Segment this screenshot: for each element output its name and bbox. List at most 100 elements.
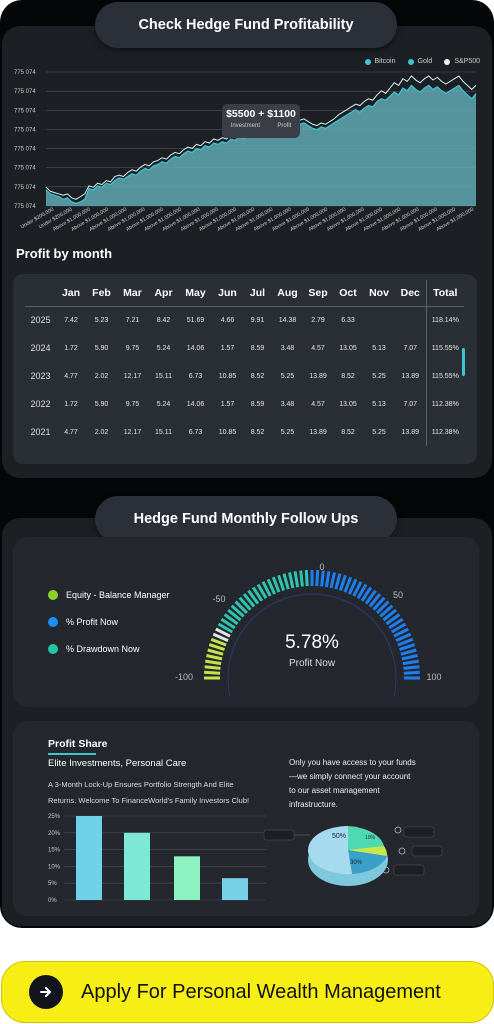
- gauge-tick: [400, 648, 417, 656]
- month-cell: 4.77: [64, 372, 78, 380]
- gauge-value: 5.78%: [285, 632, 339, 653]
- month-cell: 13.89: [401, 372, 420, 380]
- pie-chart-illustration: 50% 30% 10%: [263, 826, 443, 886]
- gauge-scale-label: 100: [426, 672, 441, 682]
- gauge-tick: [403, 670, 420, 675]
- year-cell: 2024: [30, 343, 51, 353]
- profit-share-title: Profit Share: [48, 738, 108, 750]
- gauge-tick: [271, 576, 281, 593]
- column-header: Dec: [395, 280, 426, 307]
- month-cell: 15.11: [155, 372, 172, 380]
- blue-dot-icon: [48, 617, 58, 627]
- column-header: Sep: [303, 280, 333, 307]
- month-cell: 8.52: [341, 428, 355, 436]
- gauge-tick: [368, 593, 382, 608]
- year-cell: 2021: [30, 427, 51, 437]
- month-cell: 4.66: [220, 316, 235, 324]
- month-cell: 1.72: [64, 344, 78, 352]
- legend-profit: % Profit Now: [48, 617, 118, 627]
- access-text: Only you have access to your funds—we si…: [289, 758, 416, 809]
- table-row: 2025 7.42 5.23 7.21 8.42 51.69 4.66 9.91 14.38 2.…: [25, 306, 464, 334]
- month-cell: 12.17: [123, 428, 142, 436]
- apply-button[interactable]: Apply For Personal Wealth Management: [1, 961, 494, 1023]
- month-cell: 12.17: [123, 372, 142, 380]
- gauge-caption: Profit Now: [289, 658, 336, 669]
- column-header: Jan: [56, 280, 86, 307]
- gauge-tick: [395, 632, 412, 642]
- profit-by-month-title: Profit by month: [16, 246, 113, 261]
- teal-dot-icon: [48, 644, 58, 654]
- bar-y-tick: 0%: [48, 898, 57, 904]
- total-cell: 112.38%: [425, 390, 464, 418]
- month-cell: 13.89: [401, 428, 420, 436]
- bar-y-tick: 15%: [48, 848, 61, 854]
- month-cell: 13.05: [339, 400, 357, 408]
- gauge-tick: [356, 583, 368, 600]
- gold-dot-icon: [407, 58, 414, 65]
- gauge-tick: [206, 654, 223, 661]
- column-header: Oct: [333, 280, 363, 307]
- y-tick-label: 775 074: [14, 108, 36, 114]
- page-title: Check Hedge Fund Profitability: [95, 2, 397, 48]
- bar: [76, 816, 102, 900]
- gauge-scale-label: 50: [393, 590, 403, 600]
- chart-tooltip: $5500 + $1100 Investment Profit: [222, 104, 300, 138]
- gauge-tick: [379, 604, 394, 618]
- gauge-tick: [388, 617, 404, 630]
- gauge-card: [13, 537, 479, 707]
- profit-share-subtitle: Elite Investments, Personal Care: [48, 758, 187, 769]
- green-dot-icon: [48, 590, 58, 600]
- month-cell: 6.33: [341, 316, 355, 324]
- gauge-tick: [402, 659, 419, 666]
- line-chart[interactable]: 775 074 775 074 775 074 775 074 775 074 775 0…: [12, 50, 482, 240]
- table-row: 2024 1.72 5.90 9.75 5.24 14.06 1.57 8.59 3.48 4.5…: [25, 334, 464, 362]
- legend-item[interactable]: Gold: [407, 58, 432, 65]
- total-cell: 115.55%: [425, 362, 464, 390]
- gauge-scale-label: -50: [212, 594, 225, 604]
- month-cell: 7.07: [403, 400, 418, 408]
- year-cell: 2023: [30, 371, 51, 381]
- bar: [124, 832, 150, 900]
- gauge-tick: [205, 659, 222, 666]
- month-cell: 5.90: [94, 400, 109, 408]
- gauge-scale-label: -100: [175, 672, 193, 682]
- gauge-tick: [247, 589, 260, 605]
- legend-drawdown: % Drawdown Now: [48, 644, 140, 654]
- gauge-tick: [382, 608, 397, 622]
- month-cell: 5.25: [372, 372, 386, 380]
- gauge-tick: [215, 627, 231, 638]
- column-header: Jun: [212, 280, 243, 307]
- gauge-scale-label: 0: [319, 562, 324, 572]
- table-row: 2023 4.77 2.02 12.17 15.11 6.73 10.85 8.52 5.25 1…: [25, 362, 464, 390]
- legend-drawdown-label: % Drawdown Now: [66, 644, 140, 654]
- gauge-tick: [393, 627, 409, 638]
- month-cell: 6.73: [188, 372, 203, 380]
- bitcoin-dot-icon: [364, 58, 371, 65]
- table-scrollbar[interactable]: [462, 348, 465, 376]
- total-cell: 112.38%: [425, 418, 464, 446]
- y-tick-label: 775 074: [14, 166, 36, 172]
- gauge-tick: [329, 572, 336, 589]
- month-cell: [363, 306, 395, 334]
- gauge-tick: [334, 573, 342, 590]
- month-cell: 2.79: [311, 316, 325, 324]
- legend-item[interactable]: Bitcoin: [364, 58, 396, 65]
- bar-y-tick: 10%: [48, 864, 61, 870]
- gauge-tick: [220, 617, 236, 630]
- legend-item[interactable]: S&P500: [444, 58, 480, 65]
- bar-y-tick: 5%: [48, 881, 57, 887]
- month-cell: 5.25: [280, 428, 295, 436]
- gauge-tick: [352, 581, 363, 597]
- bar-y-tick: 20%: [48, 831, 61, 837]
- month-cell: 7.21: [125, 316, 140, 324]
- gauge-tick: [288, 572, 295, 589]
- pie-callout-right-1: [394, 826, 435, 838]
- month-cell: 9.75: [125, 344, 140, 352]
- tooltip-label-profit: Profit: [277, 123, 292, 129]
- gauge-tick: [207, 648, 224, 656]
- month-cell: 5.23: [94, 316, 109, 324]
- gauge-tick: [227, 608, 242, 622]
- gauge-tick: [315, 570, 320, 587]
- month-cell: 13.89: [309, 428, 327, 436]
- month-cell: 5.25: [280, 372, 295, 380]
